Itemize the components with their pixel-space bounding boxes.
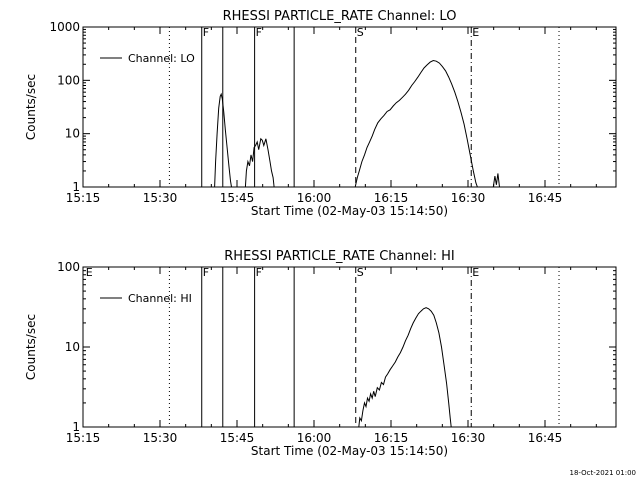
legend-label: Channel: LO: [128, 52, 195, 65]
series-line: [358, 307, 452, 428]
plot-frame: [82, 266, 617, 428]
event-marker-label: E: [472, 266, 479, 279]
y-tick-label: 1: [72, 180, 80, 194]
y-axis-label: Counts/sec: [24, 314, 38, 380]
legend-label: Channel: HI: [128, 292, 192, 305]
x-tick-label: 16:45: [528, 191, 563, 205]
y-tick-label: 100: [57, 73, 80, 87]
event-marker-label: E: [86, 266, 93, 279]
x-tick-label: 16:30: [451, 191, 486, 205]
x-tick-label: 16:30: [451, 431, 486, 445]
x-axis-label: Start Time (02-May-03 15:14:50): [251, 204, 448, 218]
x-tick-label: 16:00: [297, 431, 332, 445]
x-tick-label: 16:15: [374, 431, 409, 445]
x-tick-label: 15:15: [66, 191, 101, 205]
y-tick-label: 10: [65, 127, 80, 141]
y-axis-label: Counts/sec: [24, 74, 38, 140]
y-tick-label: 1000: [49, 20, 80, 34]
panel-hi: RHESSI PARTICLE_RATE Channel: HI 15:15 15:…: [24, 249, 617, 458]
x-tick-label: 16:00: [297, 191, 332, 205]
y-tick-label: 1: [72, 420, 80, 434]
panel-lo: RHESSI PARTICLE_RATE Channel: LO 15:15 15:…: [24, 9, 617, 218]
footer-timestamp: 18-Oct-2021 01:00: [570, 469, 636, 477]
series-line: [492, 173, 500, 188]
event-marker-label: F: [256, 266, 262, 279]
event-marker-label: F: [203, 266, 209, 279]
event-marker-label: F: [203, 26, 209, 39]
x-tick-label: 15:45: [220, 191, 255, 205]
y-tick-label: 100: [57, 260, 80, 274]
x-tick-label: 15:30: [143, 431, 178, 445]
x-tick-label: 15:45: [220, 431, 255, 445]
plot-frame: [82, 26, 617, 188]
x-axis-label: Start Time (02-May-03 15:14:50): [251, 444, 448, 458]
x-tick-label: 15:30: [143, 191, 178, 205]
event-marker-label: S: [357, 266, 364, 279]
series-line: [354, 59, 478, 188]
x-tick-label: 15:15: [66, 431, 101, 445]
series-line: [244, 137, 275, 188]
event-marker-label: S: [357, 26, 364, 39]
event-marker-label: F: [256, 26, 262, 39]
x-tick-label: 16:15: [374, 191, 409, 205]
chart-title: RHESSI PARTICLE_RATE Channel: LO: [223, 9, 457, 24]
x-tick-label: 16:45: [528, 431, 563, 445]
series-line: [214, 92, 232, 188]
event-marker-label: E: [472, 26, 479, 39]
chart-title: RHESSI PARTICLE_RATE Channel: HI: [224, 249, 454, 264]
y-tick-label: 10: [65, 340, 80, 354]
